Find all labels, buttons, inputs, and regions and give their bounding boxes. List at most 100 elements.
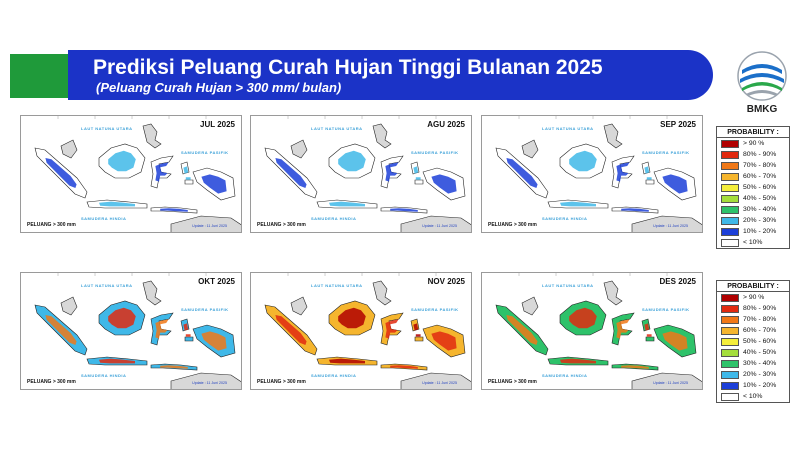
legend-swatch [721,161,739,170]
probability-fill-java [99,201,135,207]
probability-fill-papua [662,174,688,194]
probability-fill-java [99,358,135,364]
sea-label-pasifik: SAMUDERA PASIFIK [411,150,459,155]
legend-row: 10% - 20% [717,226,789,237]
probability-fill-papua [662,331,688,351]
legend-row: 20% - 30% [717,369,789,380]
legend-label: 80% - 90% [743,305,777,312]
map-canvas [34,116,241,232]
landmass-sulawesi [150,312,174,346]
landmass-philippines [142,280,162,306]
legend-row: 70% - 80% [717,314,789,325]
legend-swatch [721,337,739,346]
probability-fill-kalimantan [108,150,136,172]
legend-label: < 10% [743,393,763,400]
legend-label: > 90 % [743,294,765,301]
probability-fill-maluku [413,166,421,180]
map-panel-nov: NOV 2025 PELUANG > 300 mm Update : 11 Ju… [250,272,472,390]
probability-fill-maluku [644,323,652,337]
legend-label: 60% - 70% [743,327,777,334]
probability-fill-java [329,358,365,364]
map-update-label: Update : 11 Juni 2025 [192,224,227,228]
legend-swatch [721,227,739,236]
sea-label-hindia: SAMUDERA HINDIA [81,216,127,221]
probability-fill-sulawesi [155,319,169,339]
probability-fill-nusa [390,365,418,369]
legend-swatch [721,370,739,379]
landmass-australia [631,372,702,389]
legend-label: 70% - 80% [743,162,777,169]
sea-label-hindia: SAMUDERA HINDIA [542,216,588,221]
map-panel-agu: AGU 2025 PELUANG > 300 mm Update : 11 Ju… [250,115,472,233]
legend-label: 20% - 30% [743,371,777,378]
sea-label-natuna: LAUT NATUNA UTARA [81,283,133,288]
map-update-label: Update : 11 Juni 2025 [653,381,688,385]
legend-swatch [721,194,739,203]
landmass-australia [170,215,241,232]
legend-label: 40% - 50% [743,349,777,356]
probability-fill-sumatra [506,315,538,345]
map-update-label: Update : 11 Juni 2025 [192,381,227,385]
legend-swatch [721,359,739,368]
sea-label-natuna: LAUT NATUNA UTARA [311,283,363,288]
header-banner [68,50,713,100]
landmass-sulawesi [380,312,404,346]
legend-label: 60% - 70% [743,173,777,180]
map-update-label: Update : 11 Juni 2025 [422,224,457,228]
legend-title: PROBABILITY : [717,127,789,138]
probability-fill-nusa [621,208,649,212]
probability-legend-top: PROBABILITY : > 90 % 80% - 90% 70% - 80% 60… [716,126,790,249]
legend-rows: > 90 % 80% - 90% 70% - 80% 60% - 70% 50% - 6… [717,292,789,402]
legend-row: 30% - 40% [717,204,789,215]
map-threshold-label: PELUANG > 300 mm [27,222,76,228]
sea-label-hindia: SAMUDERA HINDIA [81,373,127,378]
landmass-maluku [410,161,424,185]
sea-label-pasifik: SAMUDERA PASIFIK [181,307,229,312]
probability-fill-kalimantan [338,150,366,172]
legend-swatch [721,172,739,181]
map-canvas [495,116,702,232]
legend-swatch [721,238,739,247]
probability-fill-sumatra [45,158,77,188]
landmass-malaysia [60,296,78,316]
landmass-maluku [180,161,194,185]
legend-label: 80% - 90% [743,151,777,158]
probability-fill-maluku [413,323,421,337]
map-threshold-label: PELUANG > 300 mm [488,379,537,385]
probability-fill-sulawesi [385,162,399,182]
legend-row: < 10% [717,237,789,248]
legend-row: 40% - 50% [717,193,789,204]
probability-fill-kalimantan [338,307,366,329]
landmass-philippines [372,280,392,306]
probability-legend-bottom: PROBABILITY : > 90 % 80% - 90% 70% - 80% 60… [716,280,790,403]
map-month-label: DES 2025 [659,277,696,286]
legend-swatch [721,150,739,159]
legend-swatch [721,348,739,357]
landmass-sulawesi [611,155,635,189]
landmass-maluku [641,318,655,342]
probability-fill-java [560,201,596,207]
probability-fill-papua [201,174,227,194]
legend-row: > 90 % [717,138,789,149]
map-canvas [34,273,241,389]
probability-fill-sumatra [506,158,538,188]
map-panel-jul: JUL 2025 PELUANG > 300 mm Update : 11 Ju… [20,115,242,233]
legend-swatch [721,304,739,313]
probability-fill-sulawesi [616,319,630,339]
bmkg-logo-icon [737,51,787,101]
legend-label: 40% - 50% [743,195,777,202]
map-month-label: SEP 2025 [660,120,696,129]
legend-label: 30% - 40% [743,206,777,213]
probability-fill-kalimantan [108,307,136,329]
map-update-label: Update : 11 Juni 2025 [422,381,457,385]
legend-label: 50% - 60% [743,338,777,345]
map-threshold-label: PELUANG > 300 mm [257,222,306,228]
probability-fill-sumatra [275,315,307,345]
legend-rows: > 90 % 80% - 90% 70% - 80% 60% - 70% 50% - 6… [717,138,789,248]
probability-fill-java [560,358,596,364]
landmass-sulawesi [150,155,174,189]
legend-row: 70% - 80% [717,160,789,171]
landmass-malaysia [60,139,78,159]
legend-swatch [721,139,739,148]
probability-fill-kalimantan [569,307,597,329]
